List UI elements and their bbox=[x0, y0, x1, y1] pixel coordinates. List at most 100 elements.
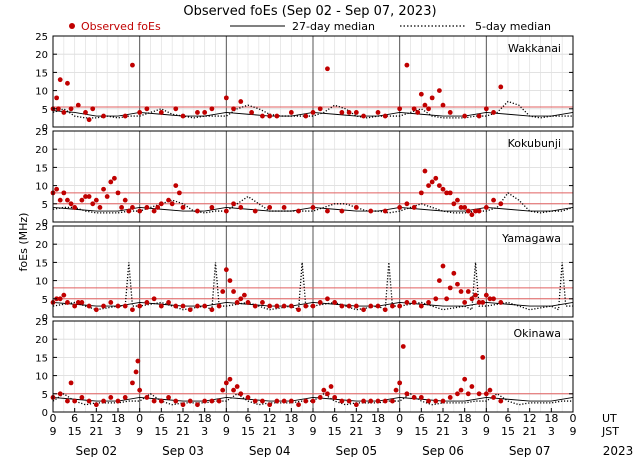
observed-point bbox=[483, 292, 489, 298]
panel-yamagawa: 0 5 10 15 20 25 Yamagawa bbox=[35, 222, 574, 324]
observed-point bbox=[382, 208, 388, 214]
observed-point bbox=[115, 303, 121, 309]
y-tick-label: 15 bbox=[35, 163, 48, 174]
observed-point bbox=[317, 395, 323, 400]
observed-point bbox=[195, 110, 200, 115]
observed-point bbox=[328, 384, 334, 389]
observed-point bbox=[180, 303, 186, 309]
jst-tick-label: 21 bbox=[263, 425, 277, 438]
observed-point bbox=[288, 398, 294, 404]
median5-line bbox=[52, 100, 573, 119]
observed-point bbox=[397, 303, 403, 309]
observed-point bbox=[390, 303, 395, 309]
observed-point bbox=[260, 398, 265, 404]
observed-point bbox=[375, 110, 381, 115]
observed-point bbox=[83, 110, 88, 115]
observed-point bbox=[310, 303, 316, 309]
median27-line bbox=[52, 396, 574, 402]
observed-point bbox=[433, 175, 439, 181]
observed-point bbox=[375, 303, 381, 309]
y-tick-label: 25 bbox=[35, 32, 48, 43]
jst-tick-label: 15 bbox=[328, 425, 342, 438]
ut-tick-label: 0 bbox=[223, 412, 230, 425]
panels: 0 5 10 15 20 25 Wakkanai 0 5 10 15 20 25 Kokubunji 0 5 1… bbox=[35, 32, 574, 419]
observed-point bbox=[310, 398, 316, 404]
observed-point bbox=[130, 307, 135, 313]
observed-point bbox=[209, 106, 215, 112]
observed-point bbox=[368, 303, 374, 309]
observed-point bbox=[281, 205, 287, 210]
observed-point bbox=[137, 110, 143, 115]
observed-point bbox=[176, 190, 182, 196]
observed-point bbox=[480, 355, 486, 360]
observed-point bbox=[202, 303, 208, 309]
y-tick-label: 20 bbox=[35, 145, 48, 156]
observed-point bbox=[231, 106, 236, 112]
observed-point bbox=[303, 398, 309, 404]
observed-point bbox=[122, 197, 128, 203]
jst-tick-label: 3 bbox=[548, 425, 555, 438]
observed-point bbox=[223, 208, 229, 214]
legend-observed-marker bbox=[69, 23, 75, 29]
observed-point bbox=[451, 270, 457, 276]
observed-point bbox=[68, 106, 74, 112]
jst-tick-label: 21 bbox=[176, 425, 190, 438]
observed-point bbox=[209, 398, 215, 404]
observed-point bbox=[353, 205, 359, 210]
observed-point bbox=[444, 190, 450, 196]
x-axis-labels: 0961512211830961512211830961512211830961… bbox=[50, 408, 633, 457]
observed-point bbox=[68, 380, 74, 386]
panel-frame bbox=[52, 130, 574, 223]
jst-tick-label: 9 bbox=[570, 425, 577, 438]
observed-point bbox=[473, 292, 478, 298]
panel-frame bbox=[52, 35, 574, 128]
observed-point bbox=[86, 398, 92, 404]
observed-point bbox=[455, 197, 460, 203]
observed-point bbox=[274, 398, 280, 404]
observed-point bbox=[296, 208, 301, 214]
observed-point bbox=[111, 175, 117, 181]
y-tick-label: 10 bbox=[35, 182, 48, 193]
y-tick-label: 0 bbox=[42, 313, 48, 324]
observed-point bbox=[216, 398, 222, 404]
observed-point bbox=[220, 387, 226, 393]
ut-tick-label: 18 bbox=[284, 412, 298, 425]
observed-point bbox=[274, 113, 280, 119]
observed-point bbox=[440, 263, 446, 269]
ut-tick-label: 12 bbox=[349, 412, 363, 425]
observed-point bbox=[260, 113, 265, 119]
observed-point bbox=[209, 307, 215, 313]
observed-point bbox=[281, 398, 287, 404]
jst-tick-label: 3 bbox=[201, 425, 208, 438]
y-tick-label: 0 bbox=[42, 123, 48, 134]
observed-point bbox=[458, 289, 464, 294]
observed-point bbox=[231, 289, 236, 294]
y-tick-label: 10 bbox=[35, 372, 48, 383]
observed-point bbox=[422, 168, 428, 174]
observed-point bbox=[498, 84, 504, 90]
observed-point bbox=[310, 110, 316, 115]
observed-point bbox=[465, 391, 471, 397]
observed-point bbox=[57, 77, 63, 83]
observed-point bbox=[158, 110, 164, 115]
observed-point bbox=[72, 205, 78, 210]
observed-point bbox=[476, 300, 482, 305]
observed-point bbox=[57, 391, 63, 397]
observed-point bbox=[353, 110, 359, 115]
observed-point bbox=[433, 398, 439, 404]
observed-point bbox=[216, 303, 222, 309]
observed-point bbox=[418, 91, 424, 97]
observed-point bbox=[346, 110, 352, 115]
observed-point bbox=[137, 303, 143, 309]
observed-point bbox=[195, 303, 200, 309]
chart-title: Observed foEs (Sep 02 - Sep 07, 2023) bbox=[183, 4, 436, 19]
observed-point bbox=[361, 113, 366, 119]
panel-kokubunji: 0 5 10 15 20 25 Kokubunji bbox=[35, 127, 574, 229]
observed-point bbox=[451, 201, 457, 207]
observed-point bbox=[57, 197, 63, 203]
observed-point bbox=[415, 110, 421, 115]
observed-point bbox=[476, 391, 482, 397]
jst-tick-label: 15 bbox=[241, 425, 255, 438]
observed-point bbox=[361, 398, 366, 404]
observed-point bbox=[108, 395, 114, 400]
